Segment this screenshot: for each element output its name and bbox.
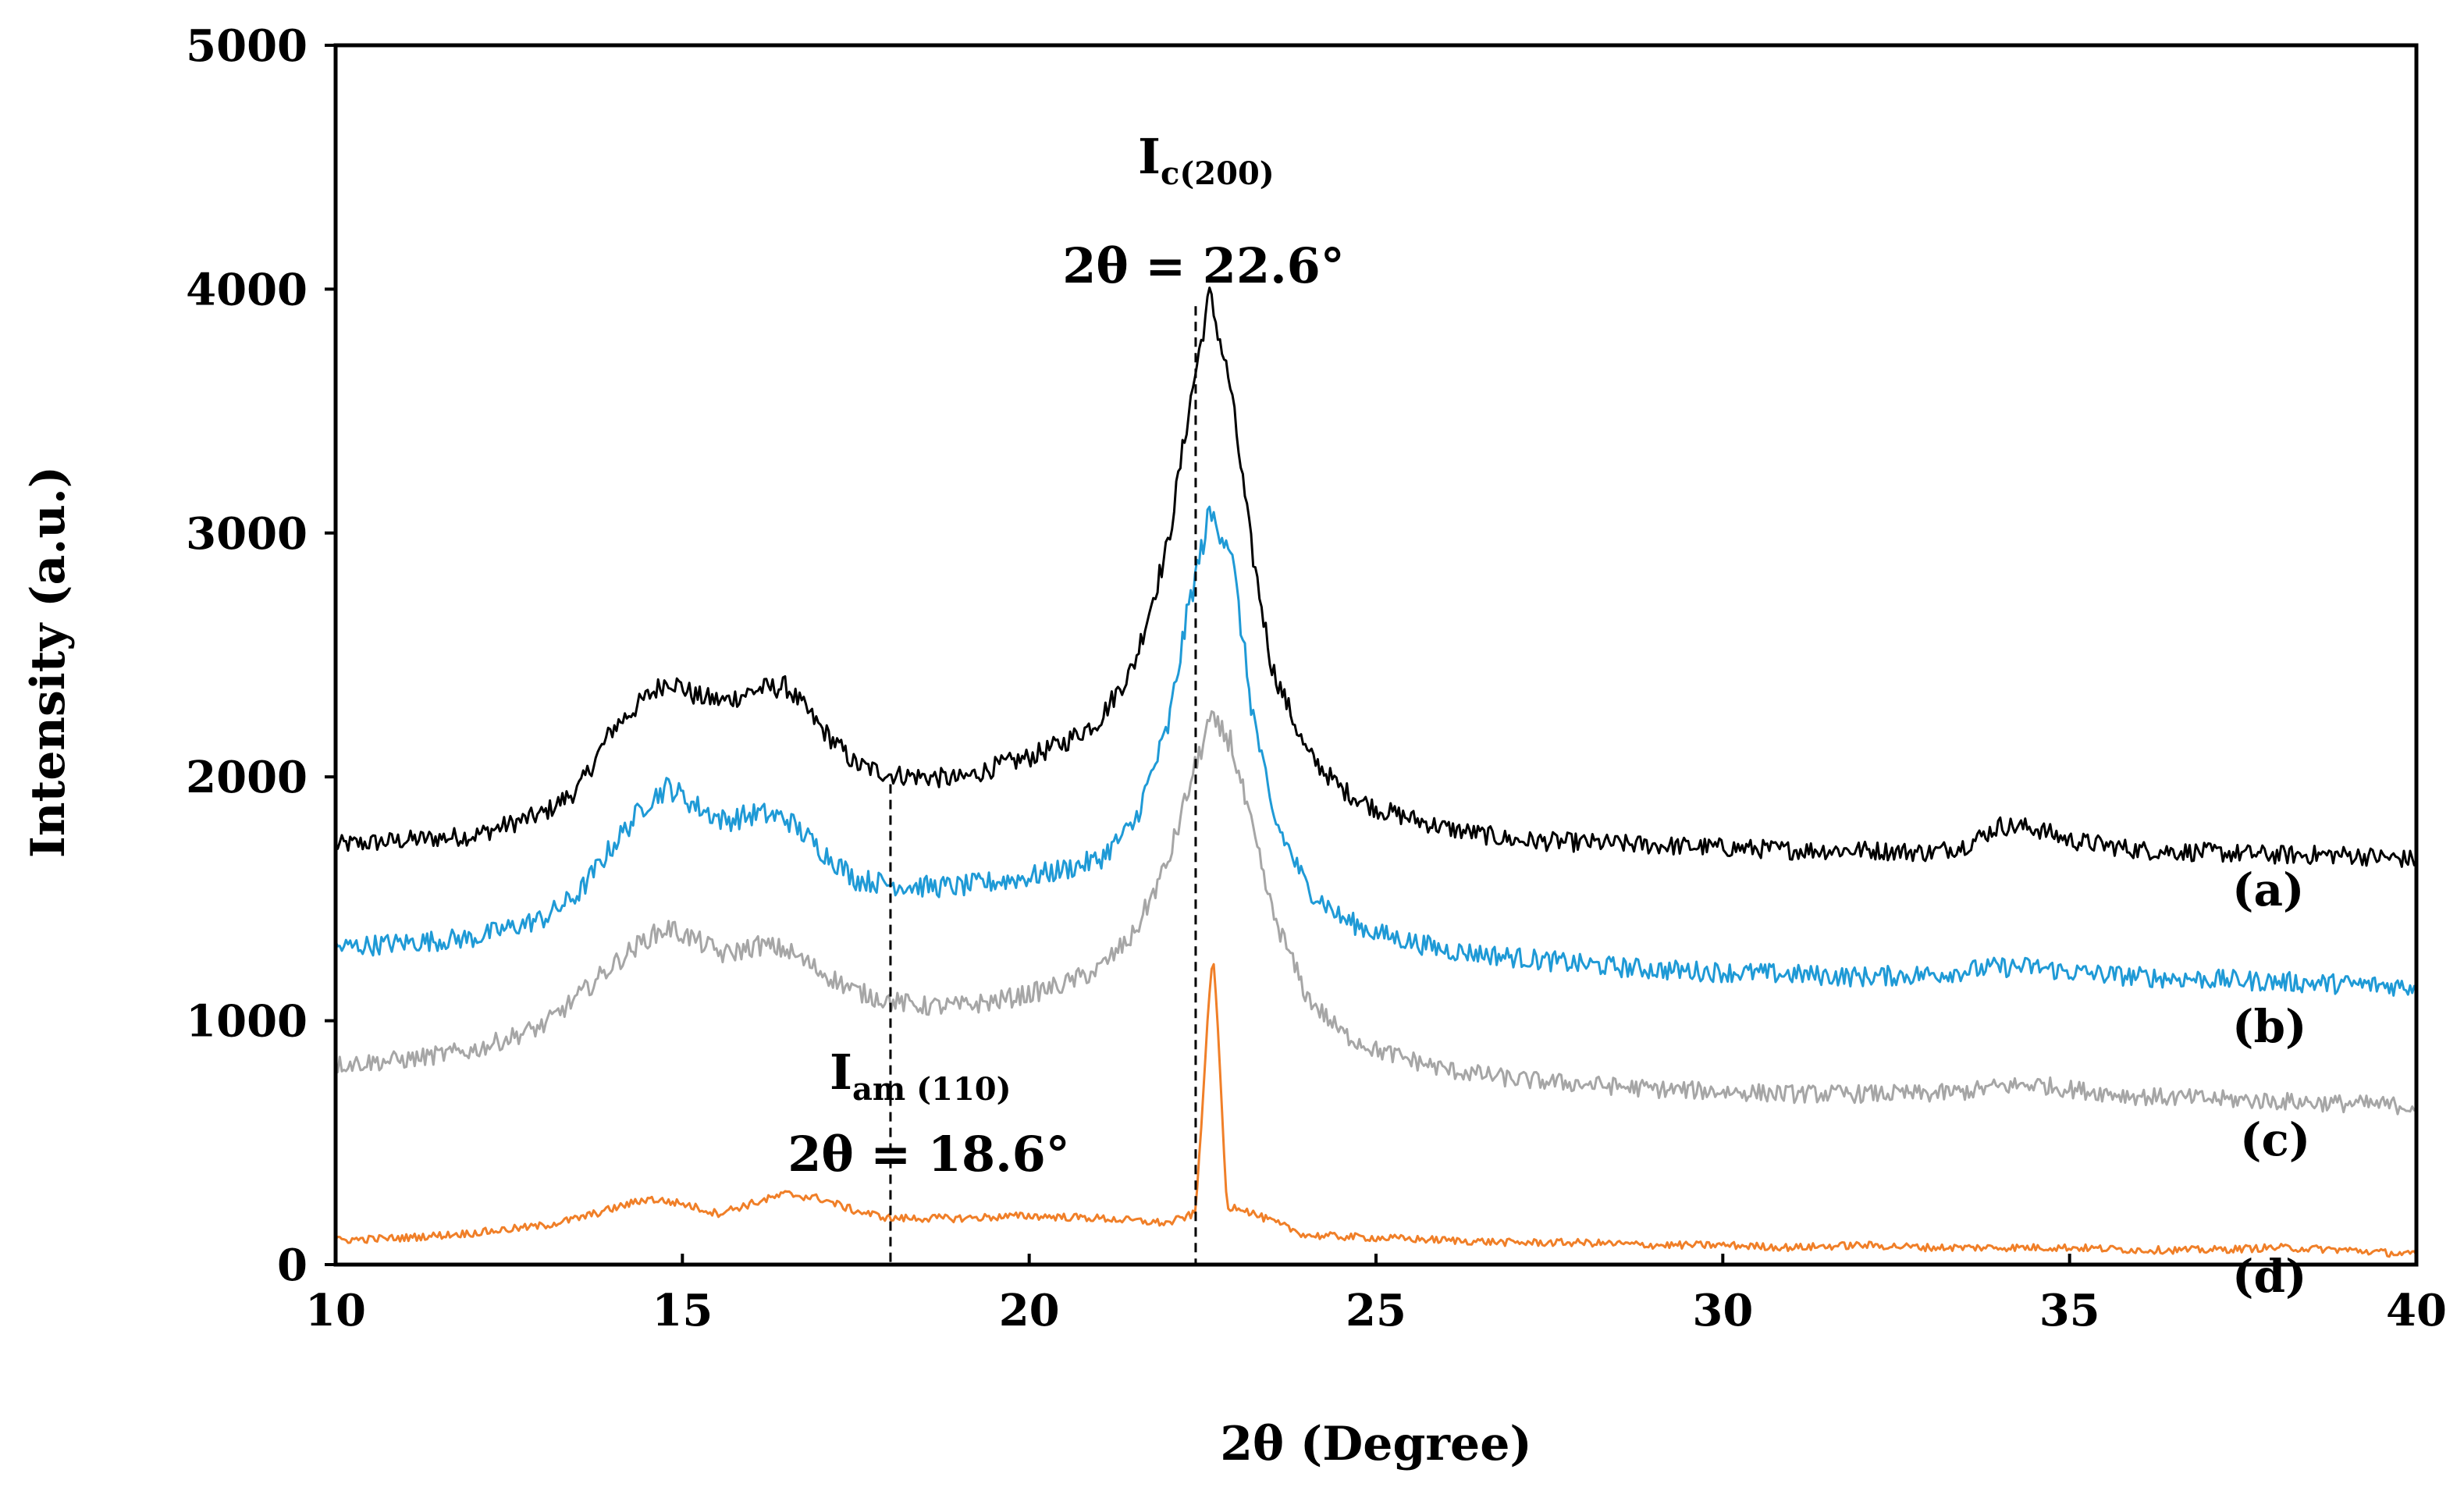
- y-tick-label: 1000: [186, 996, 308, 1048]
- annotation-crystalline-intensity: Ic(200): [1138, 128, 1275, 192]
- x-tick-label: 40: [2386, 1285, 2447, 1336]
- plot-frame: [333, 43, 2419, 1267]
- annotation-amorphous-intensity: Iam (110): [830, 1044, 1012, 1108]
- series-line-a: [334, 286, 2418, 868]
- series-label-c: (c): [2240, 1113, 2310, 1166]
- series-label-d: (d): [2232, 1250, 2306, 1303]
- x-tick-label: 20: [999, 1285, 1060, 1336]
- annotation-crystalline-main: I: [1138, 128, 1161, 185]
- series-line-c: [334, 710, 2417, 1115]
- annotation-amorphous-sub: am (110): [852, 1071, 1012, 1108]
- annotation-amorphous-angle: 2θ = 18.6°: [788, 1126, 1070, 1183]
- y-tick-label: 5000: [186, 20, 308, 72]
- annotation-crystalline-sub: c(200): [1161, 155, 1275, 192]
- x-tick-label: 10: [305, 1285, 366, 1336]
- x-tick-label: 35: [2039, 1285, 2100, 1336]
- x-tick-label: 25: [1346, 1285, 1406, 1336]
- y-tick-label: 0: [277, 1240, 308, 1291]
- x-tick-label: 15: [652, 1285, 713, 1336]
- series-layer: [334, 286, 2418, 1258]
- y-tick-label: 3000: [186, 508, 308, 560]
- y-axis-title: Intensity (a.u.): [21, 466, 76, 858]
- y-axis-ticks: 0 1000 2000 3000 4000 5000: [186, 20, 336, 1291]
- series-label-b: (b): [2232, 1000, 2306, 1053]
- x-axis-title: 2θ (Degree): [1220, 1417, 1532, 1471]
- x-tick-label: 30: [1692, 1285, 1753, 1336]
- annotation-crystalline-angle: 2θ = 22.6°: [1062, 237, 1345, 294]
- series-line-d: [334, 962, 2418, 1258]
- series-label-a: (a): [2232, 863, 2304, 916]
- series-line-b: [334, 505, 2418, 997]
- x-axis-ticks: 10 15 20 25 30 35 40: [305, 1254, 2447, 1336]
- y-tick-label: 2000: [186, 752, 308, 803]
- y-tick-label: 4000: [186, 264, 308, 315]
- annotation-amorphous-main: I: [830, 1044, 852, 1101]
